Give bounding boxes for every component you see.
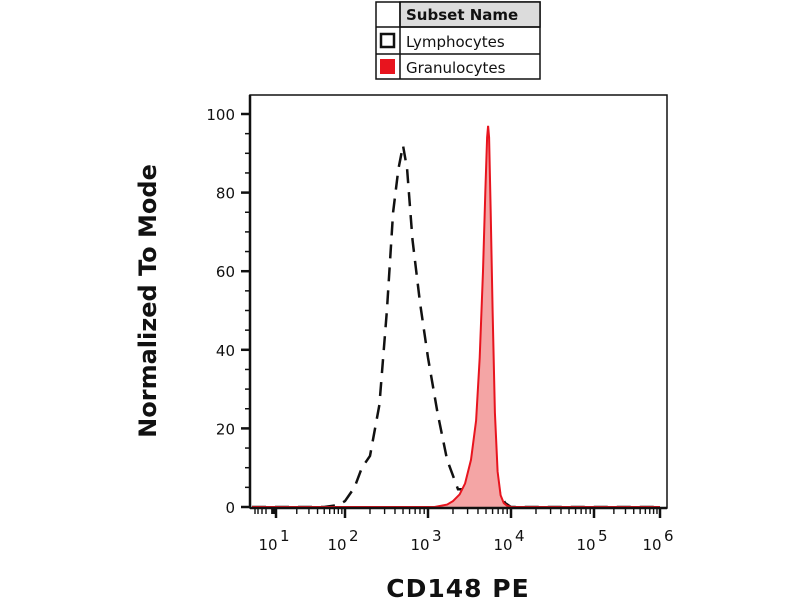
plot-frame [249,94,668,509]
x-tick-exponent: 6 [664,527,674,545]
y-tick-label: 0 [225,499,235,517]
x-tick-exponent: 3 [432,527,442,545]
y-axis-title: Normalized To Mode [134,164,162,438]
legend-label-granulocytes: Granulocytes [406,59,506,77]
x-tick-label: 10 [642,536,661,554]
y-tick-label: 80 [216,185,235,203]
lymphocytes-swatch [379,32,396,49]
y-tick-label: 20 [216,420,235,438]
y-tick-label: 40 [216,342,235,360]
x-tick-label: 10 [576,536,595,554]
x-tick-label: 10 [327,536,346,554]
x-axis-title: CD148 PE [386,574,529,600]
legend: Subset Name Lymphocytes Granulocytes [375,1,541,80]
x-tick-label: 10 [258,536,277,554]
granulocytes-series-line [252,125,660,508]
legend-label-lymphocytes: Lymphocytes [406,33,505,51]
legend-header: Subset Name [406,6,518,24]
x-tick-exponent: 2 [349,527,359,545]
x-tick-exponent: 1 [280,527,290,545]
y-tick-label: 100 [206,106,235,124]
x-tick-exponent: 5 [598,527,608,545]
y-tick-label: 60 [216,263,235,281]
granulocytes-area-fill [252,125,660,508]
lymphocytes-series-line [252,145,660,509]
x-tick-exponent: 4 [515,527,525,545]
granulocytes-swatch [380,59,395,74]
x-tick-label: 10 [410,536,429,554]
x-tick-label: 10 [493,536,512,554]
